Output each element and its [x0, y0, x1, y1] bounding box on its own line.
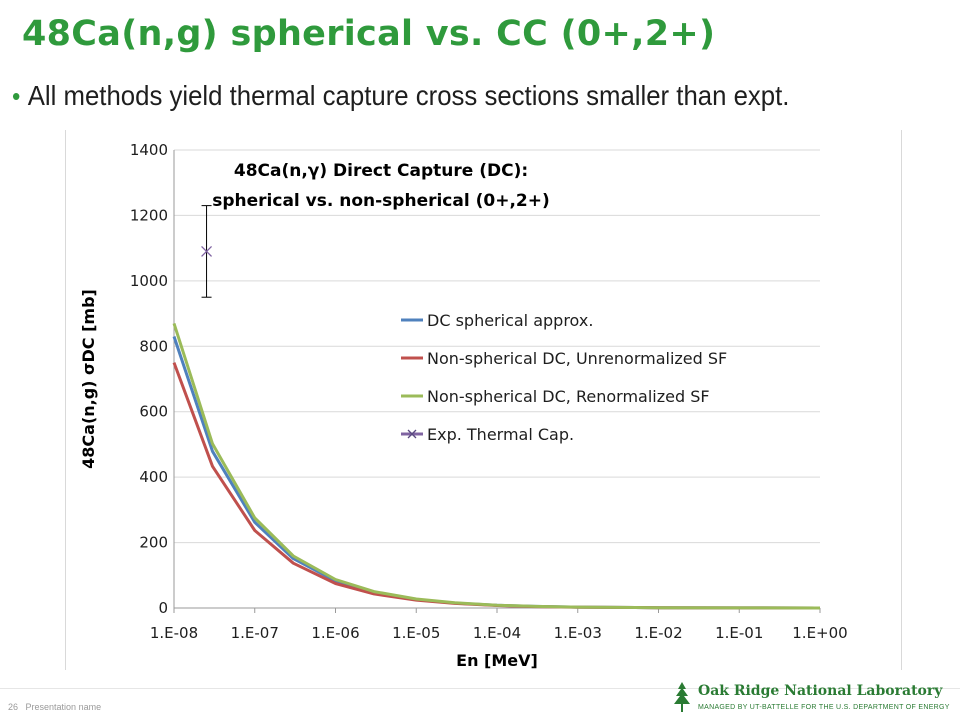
y-tick-label: 400 [139, 468, 168, 486]
legend-marker [407, 429, 417, 439]
bullet-dot-icon: • [12, 81, 21, 111]
x-tick-label: 1.E-05 [392, 624, 440, 642]
y-tick-label: 0 [158, 599, 168, 617]
org-logo-subtitle: MANAGED BY UT-BATTELLE FOR THE U.S. DEPA… [698, 704, 950, 711]
experiment-point-marker [201, 245, 213, 257]
x-tick-label: 1.E-03 [554, 624, 602, 642]
chart-title-line1: 48Ca(n,γ) Direct Capture (DC): [234, 161, 528, 181]
legend-label: Non-spherical DC, Unrenormalized SF [427, 349, 727, 368]
cross-section-chart: 0 200 400 600 800 1000 1200 1400 1.E-08 1.E-07 1.E… [79, 141, 848, 670]
x-tick-label: 1.E-04 [473, 624, 521, 642]
y-tick-label: 600 [139, 403, 168, 421]
x-tick-label: 1.E-07 [231, 624, 279, 642]
y-tick-label: 1000 [130, 272, 168, 290]
y-tick-label: 1400 [130, 141, 168, 159]
presentation-name: Presentation name [25, 702, 102, 712]
footer-divider [0, 688, 960, 689]
org-logo-name: Oak Ridge National Laboratory [698, 683, 943, 699]
chart-title-line2: spherical vs. non-spherical (0+,2+) [212, 191, 550, 211]
x-tick-label: 1.E-01 [715, 624, 763, 642]
x-tick-label: 1.E-06 [311, 624, 359, 642]
x-tick-label: 1.E+00 [792, 624, 847, 642]
x-tick-label: 1.E-08 [150, 624, 198, 642]
legend-label: Non-spherical DC, Renormalized SF [427, 387, 710, 406]
bullet-point: • All methods yield thermal capture cross… [12, 80, 789, 112]
bullet-text: All methods yield thermal capture cross … [27, 80, 790, 111]
series-line [172, 322, 821, 610]
page-number: 26 [8, 702, 19, 712]
legend-label: DC spherical approx. [427, 311, 593, 330]
y-tick-label: 200 [139, 534, 168, 552]
x-axis-title: En [MeV] [456, 651, 538, 670]
y-tick-label: 1200 [130, 206, 168, 224]
series-line [172, 336, 821, 610]
chart-frame: 0 200 400 600 800 1000 1200 1400 1.E-08 1.E-07 1.E… [65, 130, 902, 670]
legend-label: Exp. Thermal Cap. [427, 425, 574, 444]
x-tick-label: 1.E-02 [634, 624, 682, 642]
ornl-leaf-icon [674, 682, 690, 712]
y-axis-title: 48Ca(n,g) σDC [mb] [79, 289, 98, 469]
y-tick-label: 800 [139, 337, 168, 355]
slide-title: 48Ca(n,g) spherical vs. CC (0+,2+) [22, 14, 716, 54]
footer-info: 26 Presentation name [8, 702, 101, 712]
